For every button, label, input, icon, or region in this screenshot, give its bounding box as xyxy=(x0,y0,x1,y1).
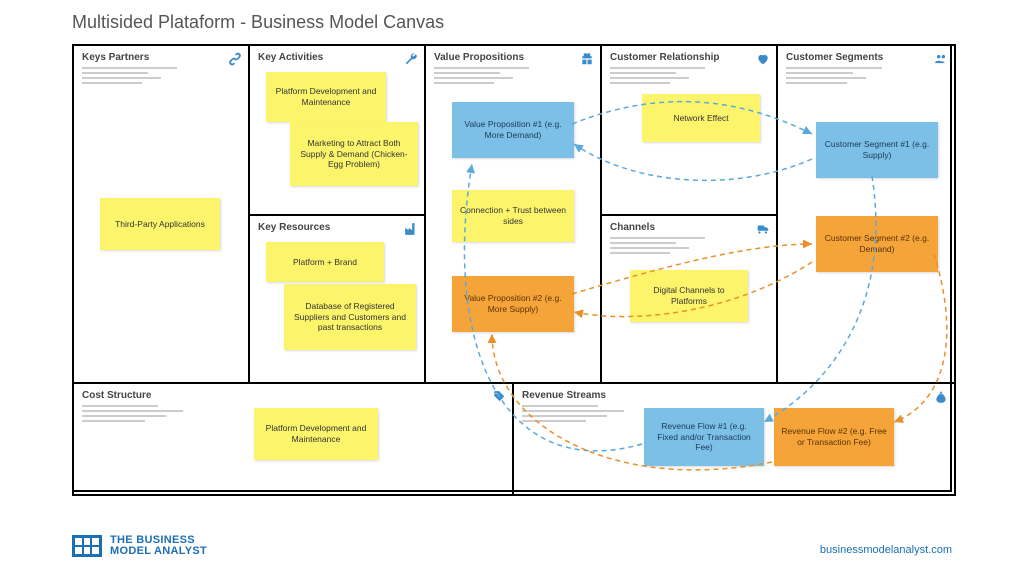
note-revenue-2: Revenue Flow #2 (e.g. Free or Transactio… xyxy=(774,408,894,466)
logo-icon xyxy=(72,535,102,557)
brand-line-2: MODEL ANALYST xyxy=(110,546,207,558)
link-icon xyxy=(228,52,242,66)
footer-logo: THE BUSINESS MODEL ANALYST xyxy=(72,535,207,558)
tag-icon xyxy=(492,390,506,404)
note-revenue-1: Revenue Flow #1 (e.g. Fixed and/or Trans… xyxy=(644,408,764,466)
note-value-mid: Connection + Trust between sides xyxy=(452,190,574,242)
block-title: Keys Partners xyxy=(82,52,240,63)
note-cost-1: Platform Development and Maintenance xyxy=(254,408,378,460)
block-title: Customer Relationship xyxy=(610,52,768,63)
placeholder-lines xyxy=(610,67,768,84)
block-title: Value Propositions xyxy=(434,52,592,63)
block-segments: Customer Segments xyxy=(776,44,956,384)
note-activities-2: Marketing to Attract Both Supply & Deman… xyxy=(290,122,418,186)
placeholder-lines xyxy=(434,67,592,84)
note-segments-1: Customer Segment #1 (e.g. Supply) xyxy=(816,122,938,178)
factory-icon xyxy=(404,222,418,236)
note-relationship-1: Network Effect xyxy=(642,94,760,142)
block-title: Channels xyxy=(610,222,768,233)
note-partners-1: Third-Party Applications xyxy=(100,198,220,250)
footer-url: businessmodelanalyst.com xyxy=(820,544,952,556)
note-activities-1: Platform Development and Maintenance xyxy=(266,72,386,122)
note-resources-2: Database of Registered Suppliers and Cus… xyxy=(284,284,416,350)
gift-icon xyxy=(580,52,594,66)
note-value-2: Value Proposition #2 (e.g. More Supply) xyxy=(452,276,574,332)
block-title: Revenue Streams xyxy=(522,390,946,401)
block-title: Customer Segments xyxy=(786,52,946,63)
note-segments-2: Customer Segment #2 (e.g. Demand) xyxy=(816,216,938,272)
truck-icon xyxy=(756,222,770,236)
note-channels-1: Digital Channels to Platforms xyxy=(630,270,748,322)
block-title: Key Activities xyxy=(258,52,416,63)
bmc-canvas: Keys Partners Key Activities Key Resourc… xyxy=(72,44,952,492)
placeholder-lines xyxy=(82,67,240,84)
wrench-icon xyxy=(404,52,418,66)
block-title: Cost Structure xyxy=(82,390,504,401)
block-title: Key Resources xyxy=(258,222,416,233)
placeholder-lines xyxy=(786,67,946,84)
heart-icon xyxy=(756,52,770,66)
people-icon xyxy=(934,52,948,66)
placeholder-lines xyxy=(610,237,768,254)
page-title: Multisided Plataform - Business Model Ca… xyxy=(72,12,444,33)
moneybag-icon xyxy=(934,390,948,404)
note-resources-1: Platform + Brand xyxy=(266,242,384,282)
note-value-1: Value Proposition #1 (e.g. More Demand) xyxy=(452,102,574,158)
